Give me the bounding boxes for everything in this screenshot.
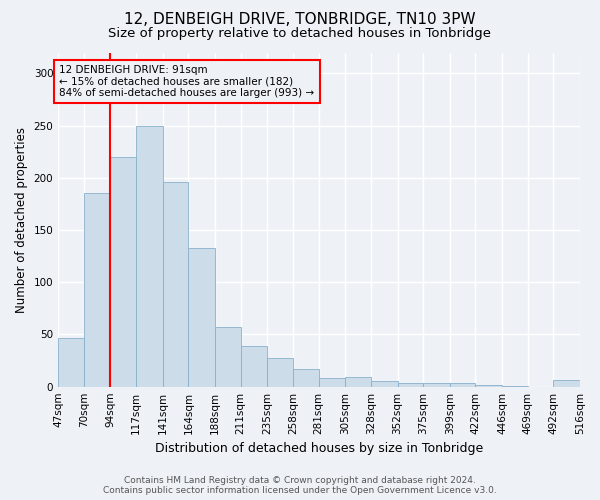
- Bar: [84, 194, 110, 386]
- Bar: [319, 378, 345, 386]
- Text: 12, DENBEIGH DRIVE, TONBRIDGE, TN10 3PW: 12, DENBEIGH DRIVE, TONBRIDGE, TN10 3PW: [124, 12, 476, 28]
- Bar: [371, 382, 398, 386]
- Bar: [268, 358, 293, 386]
- Bar: [398, 382, 423, 386]
- Bar: [110, 157, 136, 386]
- Bar: [553, 380, 580, 386]
- Bar: [423, 382, 450, 386]
- Bar: [475, 384, 502, 386]
- X-axis label: Distribution of detached houses by size in Tonbridge: Distribution of detached houses by size …: [155, 442, 483, 455]
- Bar: [136, 126, 163, 386]
- Y-axis label: Number of detached properties: Number of detached properties: [15, 126, 28, 312]
- Bar: [215, 327, 241, 386]
- Bar: [163, 182, 188, 386]
- Bar: [345, 378, 371, 386]
- Text: Size of property relative to detached houses in Tonbridge: Size of property relative to detached ho…: [109, 28, 491, 40]
- Bar: [293, 369, 319, 386]
- Bar: [188, 248, 215, 386]
- Text: 12 DENBEIGH DRIVE: 91sqm
← 15% of detached houses are smaller (182)
84% of semi-: 12 DENBEIGH DRIVE: 91sqm ← 15% of detach…: [59, 65, 314, 98]
- Bar: [241, 346, 268, 387]
- Text: Contains HM Land Registry data © Crown copyright and database right 2024.
Contai: Contains HM Land Registry data © Crown c…: [103, 476, 497, 495]
- Bar: [450, 382, 475, 386]
- Bar: [58, 338, 84, 386]
